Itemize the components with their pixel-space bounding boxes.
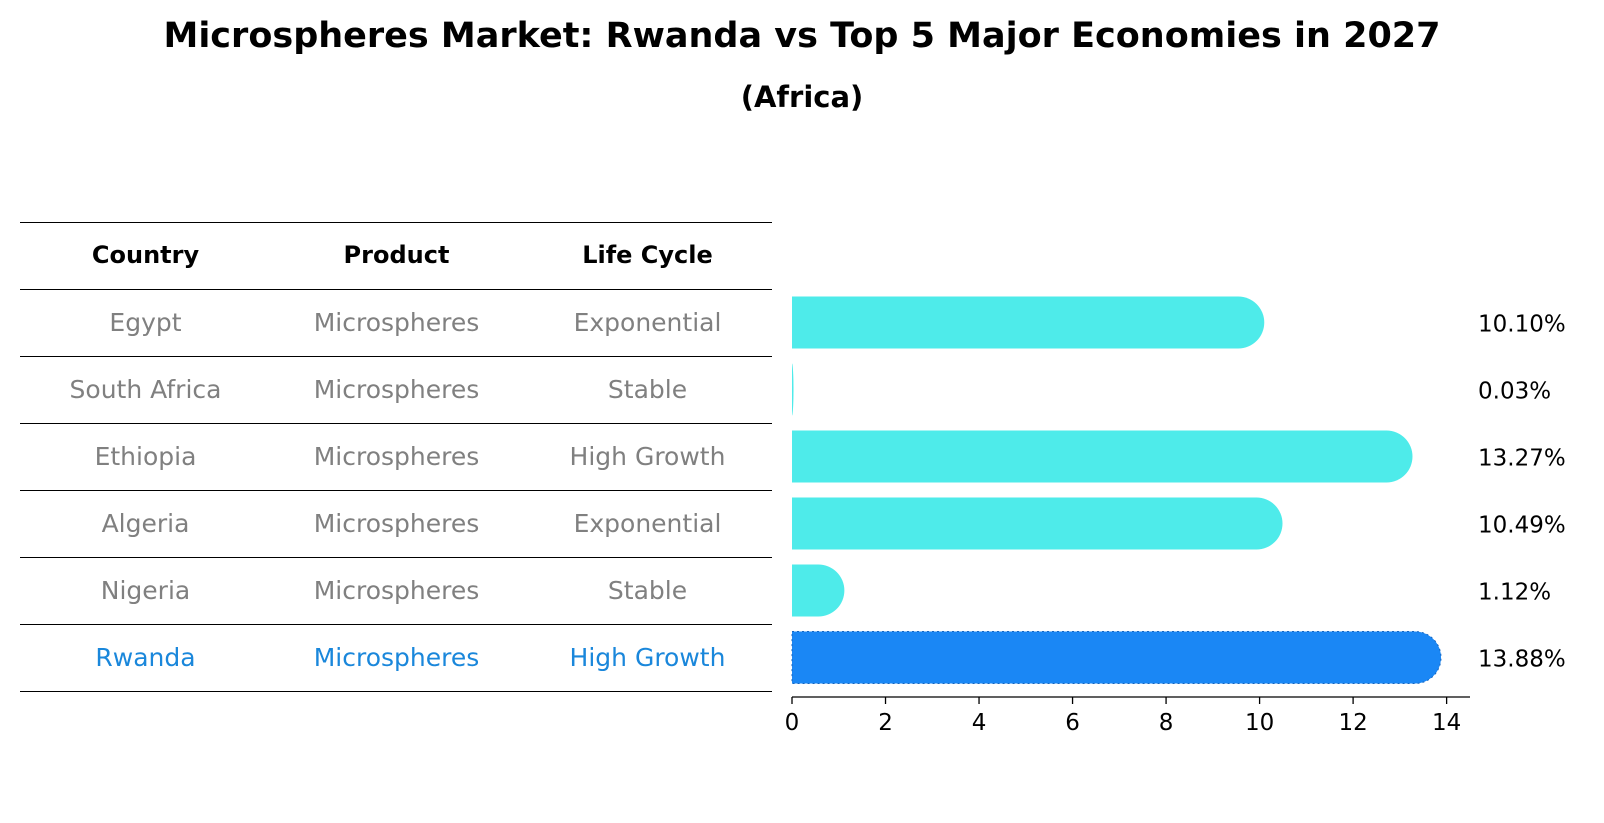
table-header-row: Country Product Life Cycle <box>20 222 772 289</box>
bar-value-label: 0.03% <box>1478 379 1551 405</box>
header-country: Country <box>91 241 200 269</box>
table-rule <box>20 624 772 625</box>
x-tick-label: 2 <box>878 710 893 736</box>
table-row: Algeria Microspheres Exponential <box>20 490 772 557</box>
table-rule <box>20 356 772 357</box>
cell-country: Algeria <box>101 509 190 538</box>
table-rule <box>20 289 772 290</box>
header-product: Product <box>343 241 450 269</box>
cell-life-cycle: Exponential <box>573 509 722 538</box>
table-rule <box>20 691 772 692</box>
cell-product: Microspheres <box>313 375 480 404</box>
table-row: Nigeria Microspheres Stable <box>20 557 772 624</box>
table-row: Ethiopia Microspheres High Growth <box>20 423 772 490</box>
x-tick-label: 14 <box>1432 710 1461 736</box>
table-row: South Africa Microspheres Stable <box>20 356 772 423</box>
cell-life-cycle: Exponential <box>573 308 722 337</box>
cell-life-cycle: High Growth <box>569 643 726 672</box>
table-rule <box>20 490 772 491</box>
bar-value-label: 1.12% <box>1478 580 1551 606</box>
cell-country: South Africa <box>69 375 222 404</box>
cell-product: Microspheres <box>313 308 480 337</box>
cell-product: Microspheres <box>313 576 480 605</box>
table-row: Egypt Microspheres Exponential <box>20 289 772 356</box>
x-tick-label: 0 <box>785 710 800 736</box>
cell-product: Microspheres <box>313 509 480 538</box>
bar-value-label: 13.27% <box>1478 446 1566 472</box>
bar <box>792 296 1265 349</box>
bar-highlight <box>791 631 1442 684</box>
bar <box>792 363 794 416</box>
table-rule <box>20 557 772 558</box>
cell-country: Egypt <box>109 308 182 337</box>
cell-product: Microspheres <box>313 643 480 672</box>
bar <box>792 430 1413 483</box>
x-tick-label: 10 <box>1245 710 1274 736</box>
cell-life-cycle: Stable <box>607 375 688 404</box>
header-life-cycle: Life Cycle <box>582 241 713 269</box>
table-rule <box>20 222 772 223</box>
cell-country: Nigeria <box>100 576 191 605</box>
bar-value-label: 10.49% <box>1478 513 1566 539</box>
bar-value-label: 10.10% <box>1478 312 1566 338</box>
table-rule <box>20 423 772 424</box>
bar <box>792 497 1283 550</box>
chart-subtitle: (Africa) <box>740 80 864 114</box>
x-tick-label: 6 <box>1065 710 1080 736</box>
x-tick-label: 8 <box>1159 710 1174 736</box>
x-tick-label: 12 <box>1338 710 1367 736</box>
bar <box>792 564 845 617</box>
x-tick-label: 4 <box>972 710 987 736</box>
cell-life-cycle: Stable <box>607 576 688 605</box>
bar-value-label: 13.88% <box>1478 647 1566 673</box>
cell-product: Microspheres <box>313 442 480 471</box>
chart-title: Microspheres Market: Rwanda vs Top 5 Maj… <box>163 16 1441 56</box>
cell-country: Rwanda <box>95 643 196 672</box>
cell-life-cycle: High Growth <box>569 442 726 471</box>
table-row-highlight: Rwanda Microspheres High Growth <box>20 624 772 691</box>
cell-country: Ethiopia <box>94 442 197 471</box>
